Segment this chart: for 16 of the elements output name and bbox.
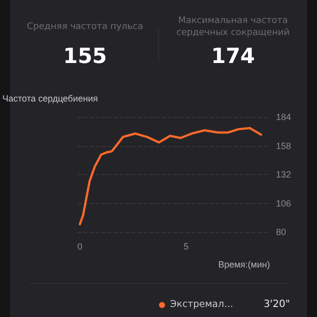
text: Средняя частота пульса	[26, 22, 144, 32]
y-tick-label: 106	[276, 198, 292, 208]
text: Максимальная частота сердечных сокращений	[175, 15, 291, 39]
text: 155	[62, 44, 108, 68]
text: 174	[210, 44, 256, 68]
y-axis-title: Частота сердцебиения	[2, 94, 98, 104]
y-tick-label: 158	[276, 140, 292, 151]
x-tick-label: 5	[184, 242, 189, 252]
x-axis-title: Время:(мин)	[218, 260, 270, 270]
line-series	[78, 126, 262, 226]
text: 3'20"	[264, 299, 290, 310]
y-tick-label: 80	[276, 227, 286, 237]
y-tick-label: 132	[276, 170, 292, 180]
x-tick-label: 0	[77, 242, 82, 252]
y-tick-label: 184	[276, 112, 292, 122]
text: Экстремал...	[170, 299, 234, 310]
